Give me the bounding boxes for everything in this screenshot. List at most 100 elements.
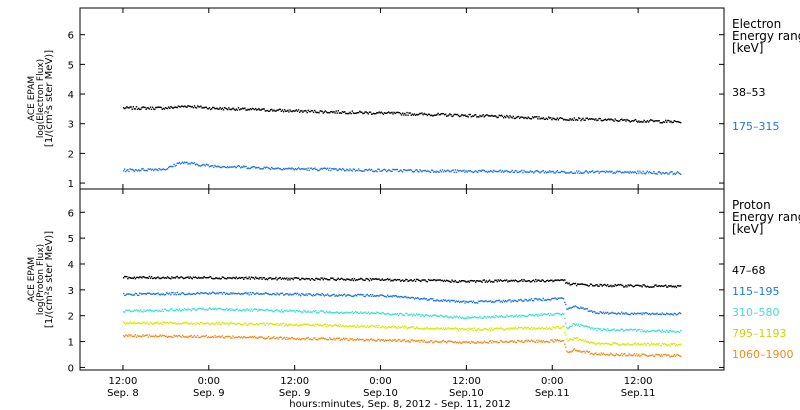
data-point [219, 278, 221, 280]
data-point [610, 330, 612, 332]
x-tick-label-date: Sep. 8 [107, 388, 139, 399]
data-point [310, 324, 313, 327]
data-point [373, 170, 375, 173]
data-point [671, 313, 673, 315]
data-point [317, 323, 319, 326]
data-point [535, 313, 537, 316]
data-point [237, 277, 240, 279]
data-point [411, 296, 414, 299]
data-point [674, 345, 676, 347]
y-tick-label: 5 [68, 234, 74, 245]
data-point [634, 313, 637, 315]
data-point [466, 115, 468, 117]
data-point [634, 118, 637, 121]
data-point [291, 309, 293, 312]
data-point [590, 341, 593, 343]
data-point [428, 279, 431, 281]
data-point [512, 300, 514, 303]
data-point [362, 293, 364, 296]
data-point [590, 118, 593, 120]
data-point [203, 335, 205, 338]
series-310–580 [122, 307, 682, 334]
data-point [397, 295, 400, 298]
data-point [134, 278, 137, 280]
data-point [456, 169, 459, 171]
data-point [625, 329, 627, 331]
data-point [471, 115, 474, 117]
data-point [139, 170, 141, 172]
data-point [544, 341, 547, 343]
data-point [205, 308, 207, 311]
data-point [502, 341, 505, 343]
data-point [652, 172, 654, 175]
data-point [637, 355, 639, 357]
data-point [616, 284, 619, 286]
data-point [368, 111, 371, 113]
data-point [589, 283, 592, 285]
data-point [360, 293, 362, 296]
data-point [406, 340, 408, 342]
data-point [160, 169, 162, 171]
data-point [561, 297, 564, 299]
data-point [446, 342, 448, 344]
data-point [303, 278, 305, 280]
data-point [336, 311, 338, 313]
data-point [166, 276, 169, 278]
data-point [412, 340, 415, 342]
data-point [612, 285, 614, 287]
data-point [667, 119, 669, 122]
data-point [132, 277, 134, 280]
data-point [413, 339, 416, 342]
y-tick-label: 1 [68, 179, 74, 190]
data-point [532, 117, 535, 119]
data-point [333, 168, 335, 171]
data-point [273, 323, 275, 326]
data-point [356, 169, 359, 172]
data-point [221, 276, 224, 278]
data-point [444, 280, 447, 283]
data-point [484, 316, 486, 318]
data-point [460, 300, 462, 303]
data-point [353, 325, 356, 327]
data-point [530, 118, 533, 120]
data-point [548, 341, 550, 343]
data-point [151, 106, 154, 108]
data-point [245, 276, 247, 279]
data-point [492, 300, 494, 303]
data-point [418, 279, 420, 281]
data-point [611, 285, 613, 288]
data-point [403, 169, 405, 171]
data-point [134, 108, 137, 110]
data-point [210, 292, 213, 294]
data-point [444, 170, 447, 173]
data-point [455, 300, 458, 302]
data-point [600, 352, 602, 354]
data-point [247, 324, 249, 326]
data-point [465, 340, 467, 343]
data-point [258, 293, 260, 295]
data-point [490, 281, 492, 283]
data-point [304, 323, 306, 325]
data-point [645, 344, 647, 347]
data-point [483, 169, 485, 172]
data-point [186, 276, 188, 279]
data-point [479, 280, 481, 282]
data-point [377, 295, 379, 297]
data-point [169, 335, 171, 338]
data-point [171, 165, 173, 168]
data-point [485, 341, 488, 344]
data-point [520, 170, 522, 173]
data-point [460, 280, 462, 283]
data-point [290, 277, 292, 279]
data-point [627, 284, 629, 286]
data-point [587, 310, 590, 312]
data-point [232, 276, 234, 279]
data-point [221, 293, 224, 295]
data-point [646, 342, 649, 345]
data-point [471, 316, 474, 318]
data-point [519, 314, 521, 316]
data-point [124, 107, 126, 110]
data-point [517, 280, 520, 283]
data-point [466, 317, 468, 320]
data-point [634, 284, 637, 287]
